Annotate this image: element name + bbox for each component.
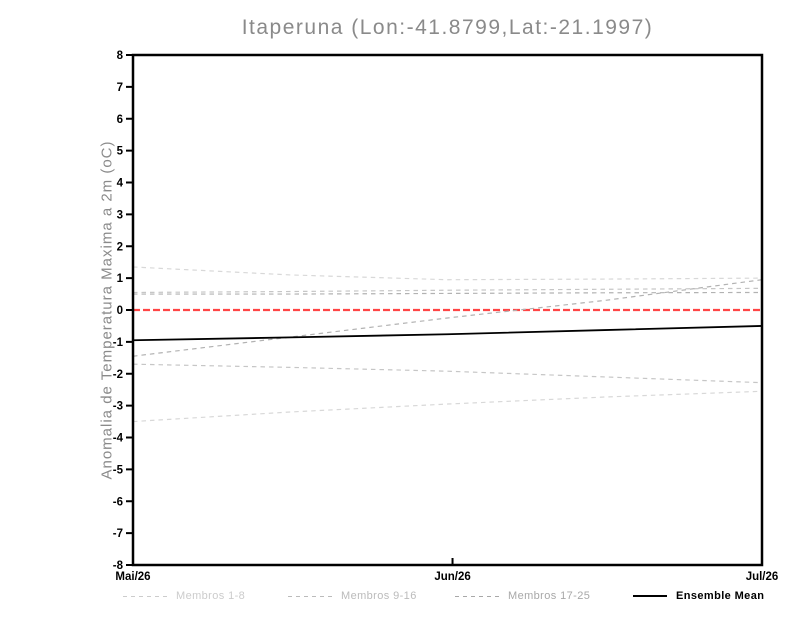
legend-label: Ensemble Mean — [676, 590, 765, 602]
y-tick-label: 1 — [117, 273, 124, 285]
y-tick-label: 8 — [117, 50, 124, 62]
y-tick-label: -8 — [113, 560, 124, 572]
membros-17-25-line-sample — [455, 595, 499, 597]
legend-item-membros-17-25: Membros 17-25 — [455, 589, 590, 603]
legend-item-membros-1-8: Membros 1-8 — [123, 589, 245, 603]
x-tick-label: Mai/26 — [115, 571, 150, 583]
member-envelope-line — [133, 291, 763, 295]
y-tick-label: -4 — [113, 433, 124, 445]
legend-label: Membros 17-25 — [508, 590, 591, 602]
y-tick-label: 2 — [117, 241, 123, 253]
y-tick-label: -6 — [113, 496, 123, 508]
member-envelope-line — [132, 390, 763, 423]
y-tick-label: 3 — [117, 209, 123, 221]
ensemble-mean-line-sample — [633, 595, 667, 597]
legend-label: Membros 1-8 — [176, 590, 246, 602]
chart-title: Itaperuna (Lon:-41.8799,Lat:-21.1997) — [241, 16, 654, 39]
y-tick-label: 4 — [117, 178, 124, 190]
membros-1-8-line-sample — [123, 595, 167, 597]
y-tick-label: -7 — [113, 528, 123, 540]
x-tick-label: Jul/26 — [746, 571, 779, 583]
member-envelope-line — [132, 363, 763, 384]
legend-label: Membros 9-16 — [341, 590, 417, 602]
y-tick-label: -2 — [113, 369, 123, 381]
x-tick-label: Jun/26 — [434, 571, 470, 583]
y-tick-label: 5 — [117, 146, 124, 158]
member-envelope-line — [132, 287, 763, 294]
y-tick-label: 7 — [117, 82, 123, 94]
member-envelope-line — [132, 279, 763, 357]
legend-item-membros-9-16: Membros 9-16 — [288, 589, 417, 603]
y-tick-label: 6 — [117, 114, 123, 126]
y-tick-label: -5 — [113, 464, 124, 476]
ensemble-mean-line — [132, 325, 763, 342]
y-tick-label: -1 — [113, 337, 124, 349]
legend-item-ensemble-mean: Ensemble Mean — [633, 589, 764, 603]
member-envelope-line — [132, 266, 763, 281]
y-tick-label: 0 — [117, 305, 123, 317]
membros-9-16-line-sample — [288, 595, 332, 597]
y-tick-label: -3 — [113, 401, 123, 413]
